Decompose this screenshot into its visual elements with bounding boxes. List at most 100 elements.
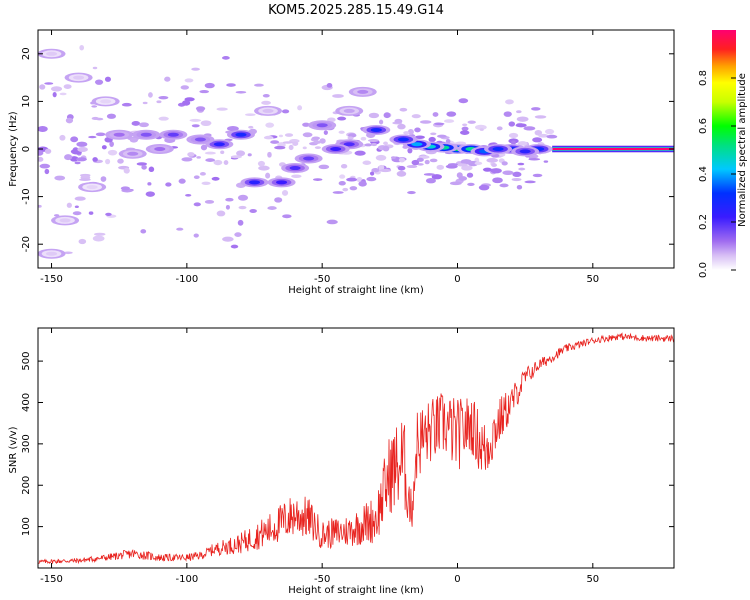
spectral-speckle [72,211,82,216]
spectral-speckle [145,191,155,197]
spectral-speckle [181,157,193,162]
spectral-speckle [414,127,421,133]
spectral-speckle [491,163,497,168]
spectral-speckle [437,134,447,138]
snr-frame [37,327,675,569]
spectral-speckle [458,176,468,181]
spectral-speckle [460,130,470,135]
spectral-speckle [543,160,549,163]
spectral-speckle [247,153,252,157]
spectral-speckle [44,148,52,154]
spectral-blob [154,147,166,151]
spectral-speckle [70,136,79,143]
spectral-speckle [508,132,519,139]
spectral-speckle [358,181,367,187]
y-tick-label: 10 [21,95,32,108]
spectral-speckle [311,136,321,140]
spectral-speckle [107,149,118,156]
spectral-speckle [76,157,87,162]
spectral-speckle [148,92,153,98]
spectral-speckle [216,210,226,217]
spectral-blob [519,149,531,154]
figure-title: KOM5.2025.285.15.49.G14 [268,3,444,18]
snr-ylabel: SNR (v/v) [8,426,19,473]
spectral-speckle [516,184,523,190]
spectrogram-xlabel: Height of straight line (km) [288,285,424,296]
spectral-speckle [399,107,408,112]
spectral-speckle [340,163,348,169]
spectral-speckle [129,137,138,143]
spectral-speckle [396,170,407,177]
y-tick-label: 500 [21,352,32,371]
spectral-speckle [516,110,522,114]
spectral-speckle [407,190,416,195]
spectral-speckle [79,44,85,51]
spectral-speckle [262,93,270,98]
spectral-speckle [406,165,418,169]
spectral-speckle [63,84,72,89]
spectral-speckle [182,100,191,106]
spectral-speckle [302,122,310,127]
spectral-blob [275,180,288,185]
spectral-speckle [254,83,264,87]
spectral-speckle [281,109,290,114]
spectral-speckle [326,82,333,88]
spectral-speckle [417,163,424,166]
spectral-speckle [367,139,380,142]
spectral-speckle [270,140,280,144]
spectral-speckle [164,76,171,82]
spectral-speckle [274,145,286,150]
spectral-speckle [226,83,236,87]
spectral-speckle [544,128,555,135]
snr-series-line [38,332,674,565]
spectral-speckle [53,214,60,217]
spectral-speckle [511,177,522,182]
spectral-speckle [424,159,430,165]
spectral-speckle [456,163,468,167]
spectral-speckle [237,219,244,226]
spectral-blob [59,218,71,223]
spectral-speckle [447,163,458,166]
spectral-speckle [288,144,294,151]
spectral-speckle [213,159,223,166]
spectral-speckle [346,177,358,182]
spectral-speckle [39,84,46,90]
spectral-speckle [339,174,346,179]
spectral-speckle [158,95,169,100]
spectral-blob [492,147,504,151]
spectral-speckle [528,158,541,161]
spectral-speckle [156,100,162,104]
spectral-speckle [445,138,451,144]
x-tick-label: 0 [454,274,460,285]
spectral-speckle [403,131,410,135]
spectral-speckle [92,157,98,162]
x-tick-label: -100 [175,574,198,585]
spectral-blob [262,108,274,113]
spectral-speckle [158,116,169,121]
spectral-speckle [538,133,549,138]
spectral-speckle [201,181,211,185]
spectral-speckle [66,202,72,208]
spectral-speckle [516,116,529,122]
spectral-blob [343,142,355,147]
spectral-speckle [191,67,200,71]
spectral-speckle [267,206,277,210]
spectral-blob [167,132,179,137]
spectral-speckle [248,125,254,129]
spectral-speckle [431,174,443,180]
spectral-blob [248,180,261,185]
spectral-speckle [302,146,307,150]
spectrogram-ylabel: Frequency (Hz) [8,111,19,187]
spectral-speckle [93,232,106,236]
spectral-speckle [105,212,112,217]
spectral-speckle [59,134,66,141]
y-tick-label: 0 [21,146,32,152]
spectral-speckle [416,157,424,162]
spectral-speckle [534,129,543,136]
spectral-speckle [411,159,420,166]
spectral-speckle [292,141,299,146]
spectral-speckle [249,209,257,213]
spectral-speckle [88,135,97,139]
